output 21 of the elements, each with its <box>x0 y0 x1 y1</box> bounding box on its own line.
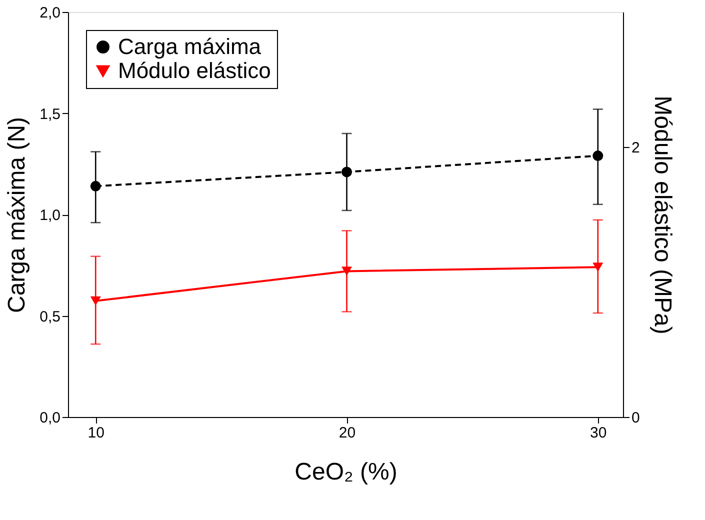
y2-tick-label: 2 <box>632 140 640 156</box>
point <box>592 150 604 162</box>
point <box>592 262 604 272</box>
y-tick-label: 1,5 <box>40 106 60 123</box>
y2-axis-title: Módulo elástico (MPa) <box>648 96 676 334</box>
point <box>90 180 101 192</box>
x-tick-label: 20 <box>338 424 356 442</box>
x-axis-title: CeO₂ (%) <box>294 458 398 486</box>
y-tick-label: 0,5 <box>40 308 60 326</box>
y-tick-label: 2,0 <box>40 4 60 22</box>
y2-tick-label: 0 <box>632 410 640 426</box>
x-tick-label: 30 <box>590 424 607 442</box>
y-axis-title: Carga máxima (N) <box>4 116 31 314</box>
x-tick-label: 10 <box>88 424 104 442</box>
legend-label: Módulo elástico <box>118 58 271 83</box>
point <box>342 266 352 276</box>
legend-label: Carga máxima <box>118 34 262 59</box>
point <box>342 166 352 178</box>
y-tick-label: 1,0 <box>40 207 60 224</box>
point <box>90 296 101 306</box>
y-tick-label: 0,0 <box>40 410 60 426</box>
